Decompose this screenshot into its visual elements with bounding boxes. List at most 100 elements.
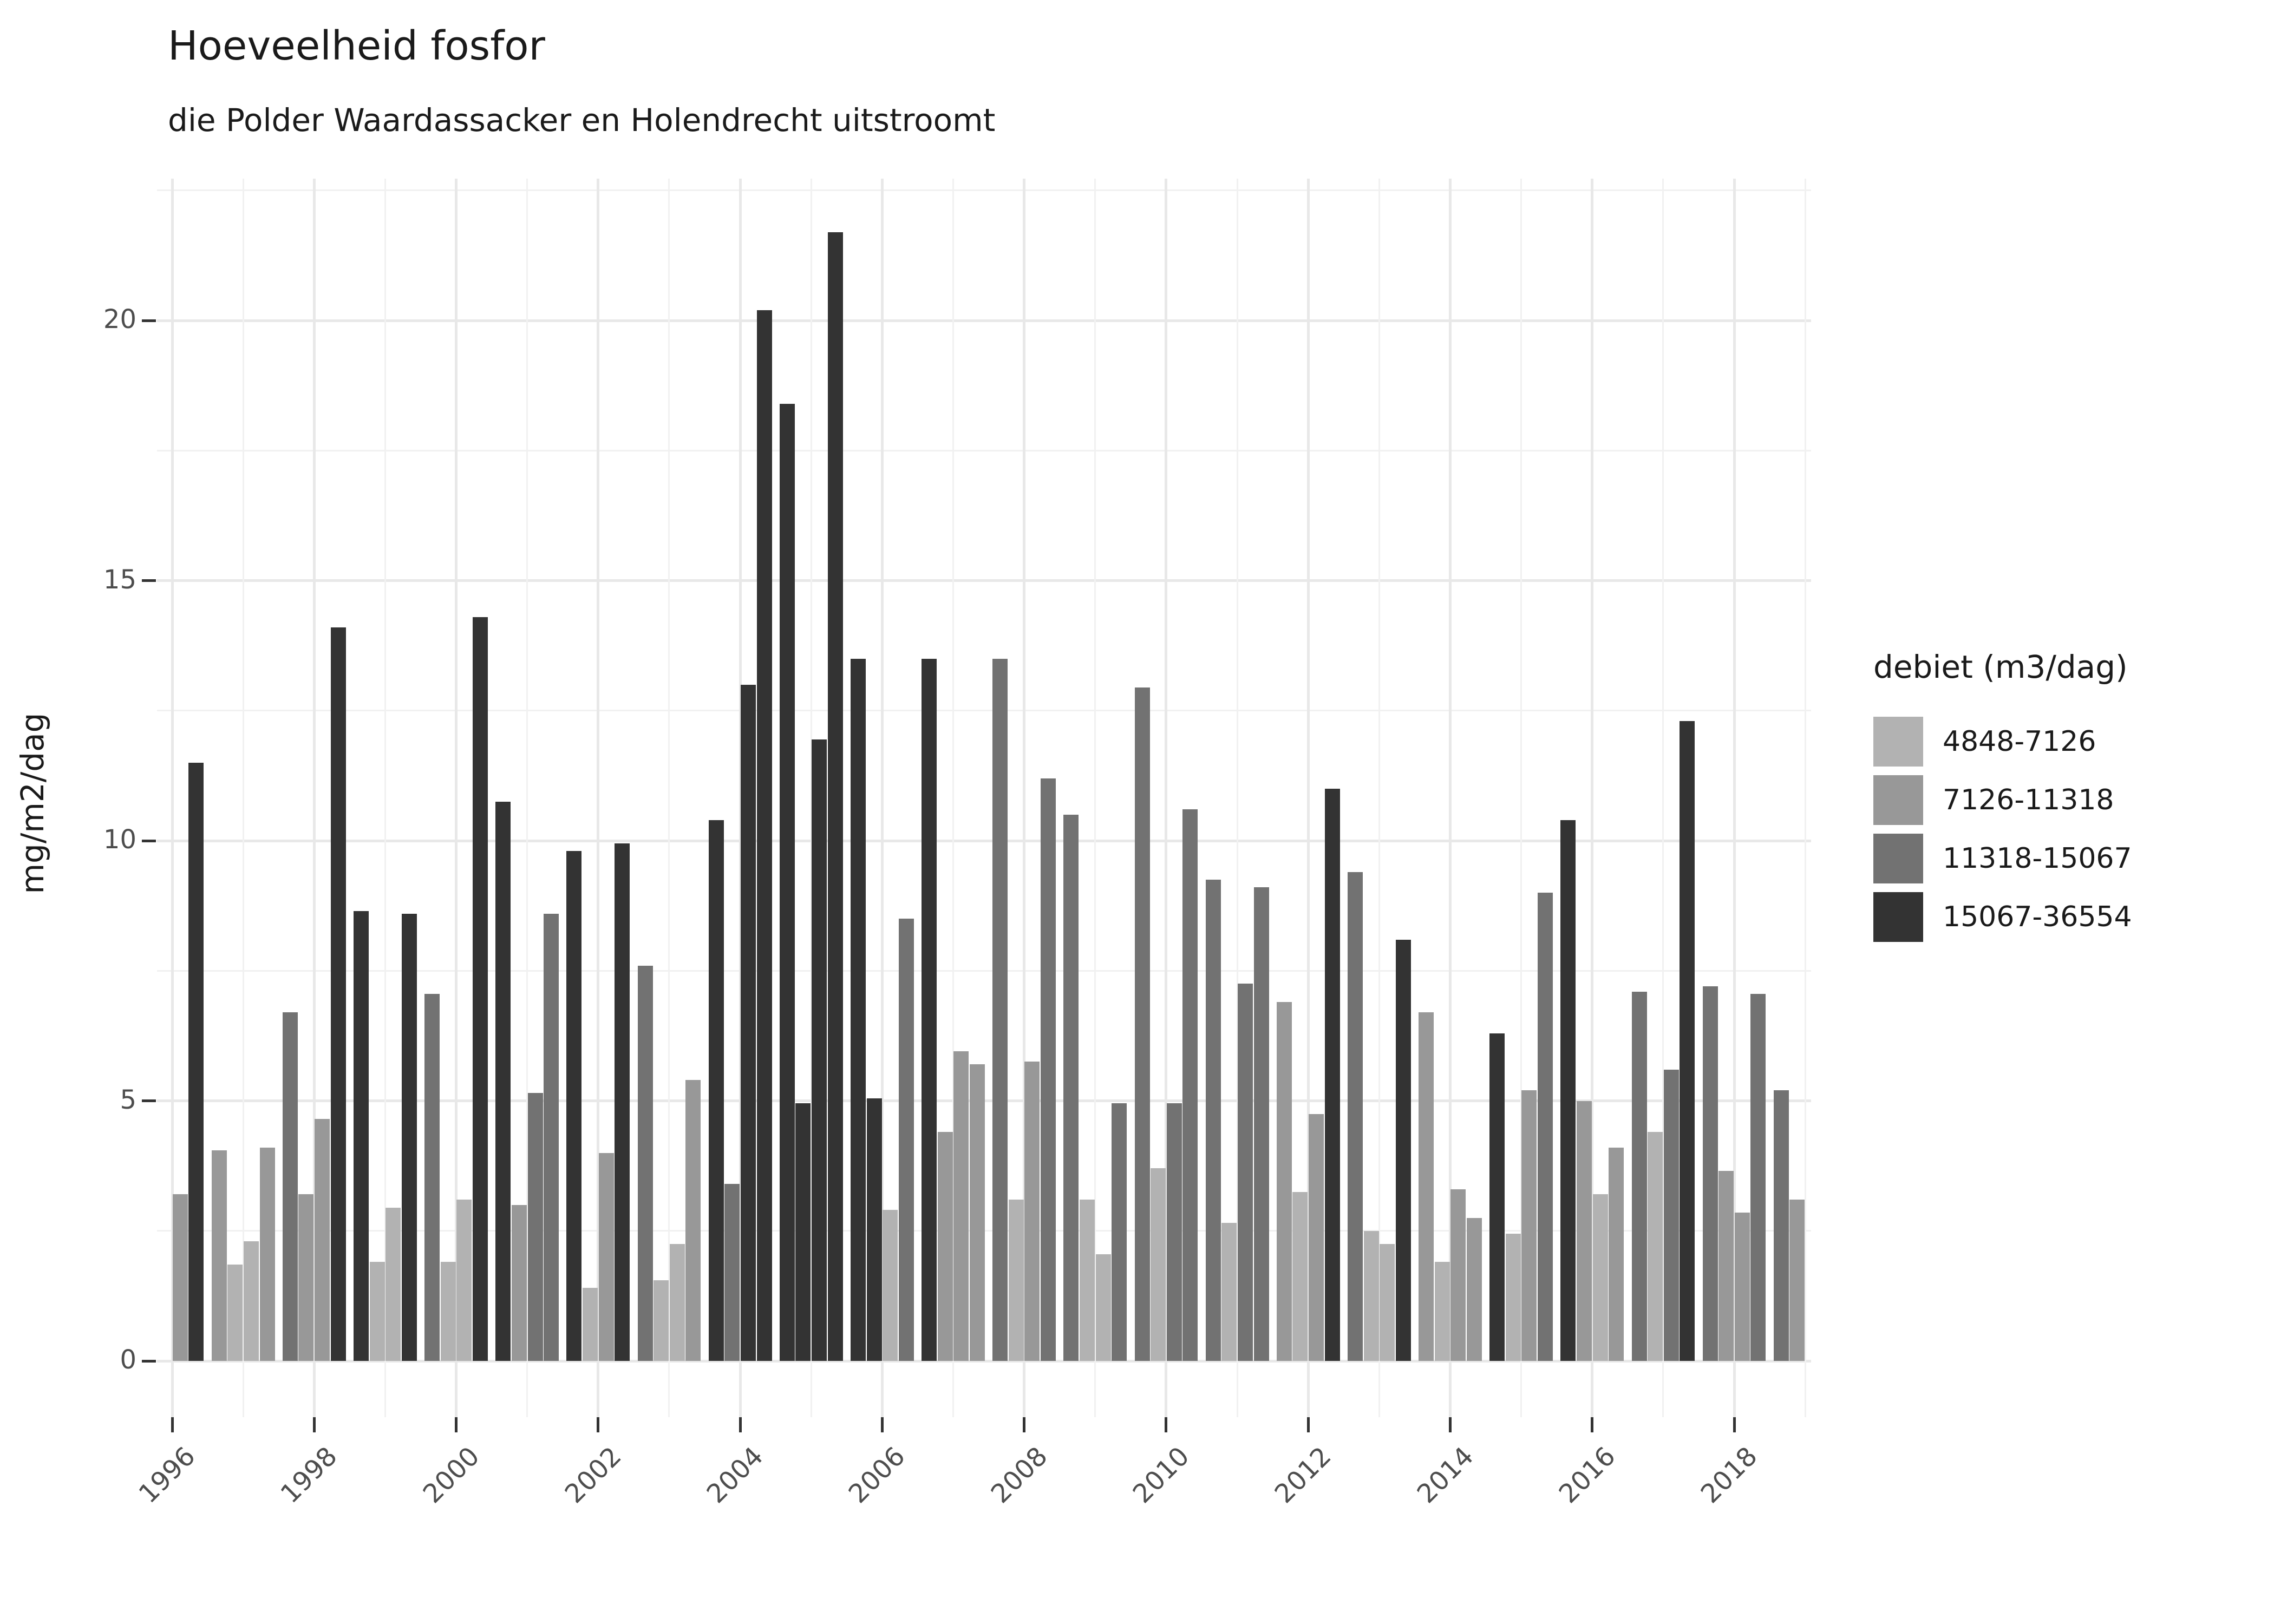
bar-2007-q2 [937,1132,953,1361]
legend-item-label: 7126-11318 [1943,784,2114,816]
gridline-y-minor [157,449,1811,451]
x-tick [1165,1417,1168,1432]
bar-2017-q2 [1648,1132,1663,1361]
legend-swatch [1873,892,1923,942]
bar-2018-q2 [1718,1171,1734,1361]
bar-2018-q1 [1702,986,1718,1361]
legend-swatch [1873,717,1923,767]
gridline-x-major [455,179,458,1417]
bar-2012-q3 [1309,1114,1324,1361]
bar-2001-q4 [544,913,559,1361]
legend-item-1: 4848-7126 [1873,717,2132,767]
legend-item-2: 7126-11318 [1873,775,2132,825]
bar-1997-q1 [211,1150,227,1361]
y-tick-label: 0 [120,1345,136,1375]
gridline-x-minor [810,179,812,1417]
bar-1998-q2 [298,1194,314,1361]
bar-2016-q3 [1592,1194,1608,1361]
bar-2016-q2 [1577,1101,1592,1361]
bar-2016-q1 [1560,820,1576,1361]
x-tick-label: 2014 [1411,1441,1480,1509]
y-tick [142,579,156,582]
x-tick-label: 2016 [1553,1441,1622,1509]
bar-2003-q1 [637,965,653,1361]
gridline-x-minor [1804,179,1806,1417]
bar-2009-q4 [1112,1103,1127,1361]
gridline-x-major [739,179,742,1417]
y-tick-label: 15 [103,564,136,595]
bar-2001-q1 [495,801,511,1361]
y-tick-label: 5 [120,1084,136,1115]
x-tick [739,1417,742,1432]
bar-2011-q3 [1237,984,1253,1361]
gridline-x-minor [1520,179,1522,1417]
bar-1997-q4 [259,1147,275,1361]
bar-2017-q3 [1663,1069,1679,1361]
x-tick [1591,1417,1594,1432]
bar-1997-q3 [243,1241,259,1361]
bar-2013-q2 [1363,1230,1379,1361]
x-tick [597,1417,600,1432]
gridline-y-minor [157,710,1811,712]
chart-title: Hoeveelheid fosfor [168,23,545,69]
bar-2004-q2 [724,1184,740,1361]
legend-item-4: 15067-36554 [1873,892,2132,942]
bar-2004-q3 [740,684,756,1361]
gridline-y-minor [157,970,1811,972]
bar-2002-q1 [566,851,582,1361]
legend-title: debiet (m3/dag) [1873,649,2128,685]
bar-1998-q3 [315,1119,330,1361]
bar-2011-q1 [1205,880,1221,1361]
bar-1999-q4 [401,913,417,1361]
y-tick-label: 20 [103,304,136,335]
x-tick-label: 2008 [985,1441,1054,1509]
gridline-x-major [1449,179,1452,1417]
bar-2008-q3 [1024,1062,1040,1361]
bar-2000-q1 [424,994,440,1361]
bar-2001-q2 [511,1204,527,1361]
bar-2006-q3 [883,1210,898,1361]
bar-2012-q2 [1292,1191,1308,1361]
x-tick-label: 1996 [133,1441,201,1509]
bar-2006-q1 [851,658,866,1361]
bar-2006-q4 [898,919,914,1361]
x-tick-label: 2002 [559,1441,628,1509]
x-tick [1449,1417,1452,1432]
bar-2010-q4 [1182,809,1198,1361]
gridline-x-minor [526,179,528,1417]
y-tick [142,1359,156,1363]
bar-2003-q4 [685,1080,701,1361]
y-axis-title: mg/m2/dag [14,712,51,894]
legend-swatch [1873,775,1923,825]
legend-swatch [1873,834,1923,883]
bar-2001-q3 [527,1093,543,1361]
legend-item-label: 15067-36554 [1943,901,2132,933]
gridline-x-minor [384,179,386,1417]
legend: debiet (m3/dag) 4848-7126 7126-11318 11318… [1873,649,2132,951]
bar-2000-q4 [472,617,488,1361]
gridline-y-major [157,839,1811,842]
x-tick-label: 2000 [417,1441,486,1509]
gridline-x-major [171,179,174,1417]
bar-2003-q2 [654,1280,669,1361]
bar-2014-q2 [1434,1262,1450,1361]
bar-2005-q1 [779,403,795,1361]
gridline-x-minor [1236,179,1238,1417]
y-tick [142,839,156,842]
bar-2018-q4 [1750,994,1766,1361]
bar-2005-q3 [812,739,827,1361]
gridline-x-major [1023,179,1026,1417]
gridline-x-minor [1662,179,1664,1417]
gridline-x-minor [1378,179,1380,1417]
bar-2009-q2 [1080,1200,1095,1361]
bar-2014-q4 [1466,1217,1482,1361]
bar-2008-q1 [992,658,1008,1361]
bar-2017-q1 [1631,991,1647,1361]
bar-1999-q2 [369,1262,385,1361]
gridline-x-major [1591,179,1594,1417]
bar-1999-q1 [354,911,369,1361]
bar-2013-q3 [1380,1243,1395,1361]
bar-2005-q4 [827,232,843,1361]
chart-subtitle: die Polder Waardassacker en Holendrecht … [168,102,996,139]
